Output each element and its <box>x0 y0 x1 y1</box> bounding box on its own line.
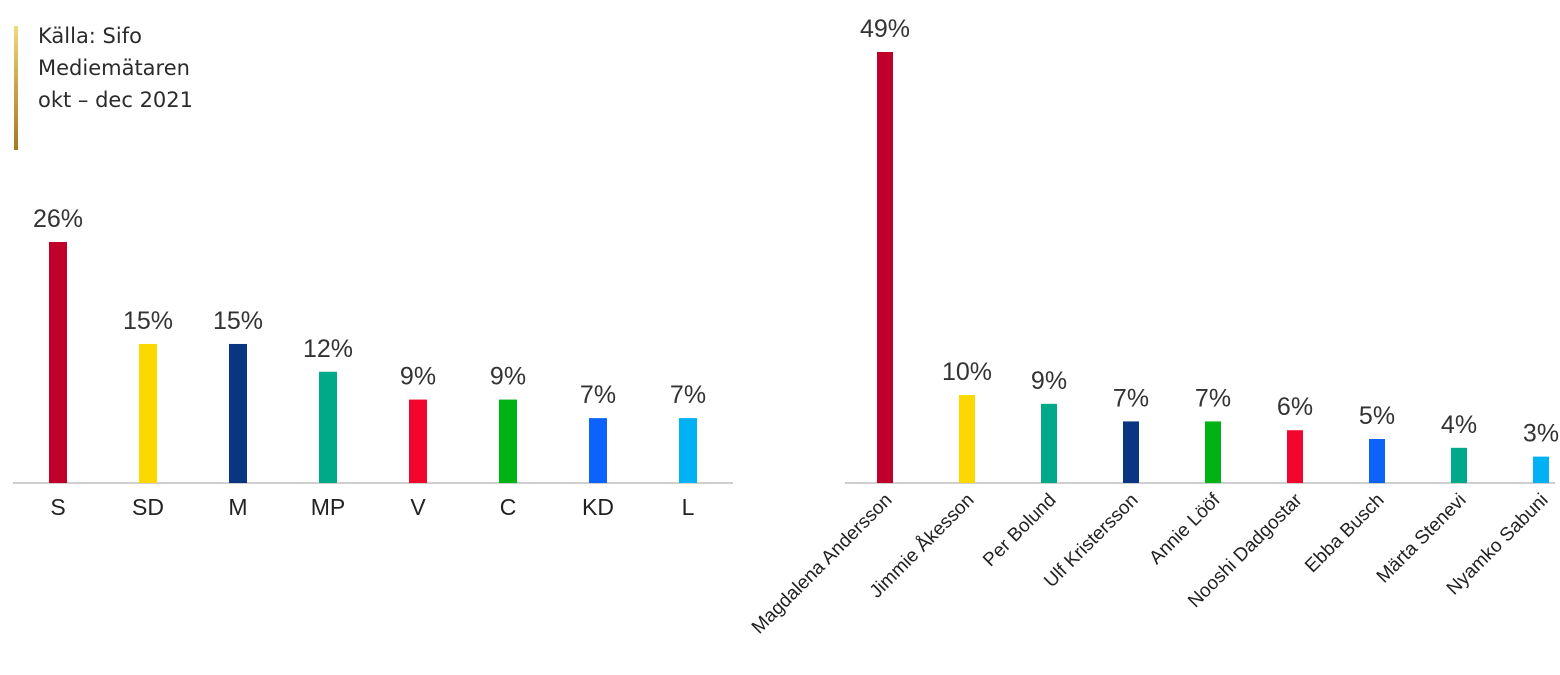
party-value-label: 9% <box>490 363 526 391</box>
leader-value-label: 5% <box>1359 402 1395 430</box>
party-category-label: SD <box>132 494 164 520</box>
leader-bar <box>1451 447 1467 483</box>
leader-value-label: 7% <box>1113 384 1149 412</box>
source-line-2: Mediemätaren <box>38 56 190 80</box>
party-bar <box>229 343 247 483</box>
party-bar <box>589 418 607 483</box>
leader-category-label: Magdalena Andersson <box>748 490 897 639</box>
leader-value-label: 4% <box>1441 411 1477 439</box>
party-category-label: S <box>50 494 65 520</box>
party-category-label: L <box>682 494 695 520</box>
party-value-label: 12% <box>303 335 353 363</box>
leader-bar <box>1287 430 1303 483</box>
leader-category-label: Ebba Busch <box>1301 490 1388 577</box>
leader-bar <box>959 395 975 483</box>
party-value-label: 9% <box>400 363 436 391</box>
leader-bar <box>1533 456 1549 483</box>
party-bar <box>499 399 517 483</box>
leader-value-label: 49% <box>860 15 910 43</box>
leader-bar <box>1041 403 1057 483</box>
party-category-label: C <box>500 494 517 520</box>
party-category-label: MP <box>311 494 346 520</box>
party-value-label: 15% <box>213 307 263 335</box>
party-bar <box>49 242 67 483</box>
source-note: Källa: Sifo Mediemätaren okt – dec 2021 <box>14 20 314 150</box>
party-category-label: M <box>228 494 247 520</box>
leader-bar <box>1369 439 1385 483</box>
leader-value-label: 7% <box>1195 384 1231 412</box>
party-chart: 26% S 15% SD 15% M 12% MP 9% V 9% C 7% KD 7% L <box>13 205 733 520</box>
leader-category-label: Per Bolund <box>979 490 1060 571</box>
source-line-3: okt – dec 2021 <box>38 88 194 112</box>
leader-category-label: Annie Lööf <box>1145 489 1225 569</box>
source-line-1: Källa: Sifo <box>38 24 142 48</box>
party-category-label: KD <box>582 494 614 520</box>
party-bar <box>679 418 697 483</box>
party-value-label: 7% <box>580 381 616 409</box>
party-bar <box>319 371 337 483</box>
party-value-label: 26% <box>33 205 83 233</box>
party-category-label: V <box>410 494 426 520</box>
leader-value-label: 3% <box>1523 420 1559 448</box>
leader-value-label: 6% <box>1277 393 1313 421</box>
source-accent-bar <box>14 26 18 150</box>
party-value-label: 7% <box>670 381 706 409</box>
party-bar <box>139 343 157 483</box>
leader-bar <box>1123 421 1139 483</box>
leader-value-label: 9% <box>1031 367 1067 395</box>
leader-value-label: 10% <box>942 358 992 386</box>
leader-bar <box>877 52 893 483</box>
party-value-label: 15% <box>123 307 173 335</box>
party-bar <box>409 399 427 483</box>
leader-bar <box>1205 421 1221 483</box>
